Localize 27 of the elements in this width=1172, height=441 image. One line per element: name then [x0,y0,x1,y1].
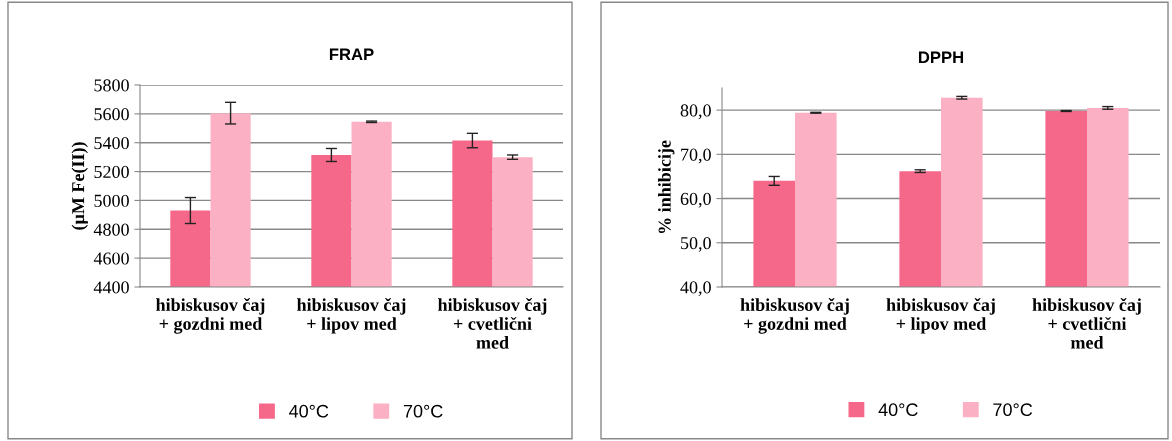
y-tick-label: 4400 [93,281,129,294]
y-tick-label: 5400 [94,136,129,150]
x-tick-label: hibiskusov čaj + lipov med [297,298,406,334]
legend-label: 70°C [403,404,443,418]
y-tick-label: 4800 [93,223,129,236]
x-tick-label: hibiskusov čaj + gozdni med [156,298,265,334]
y-tick-label: 5800 [94,79,129,92]
y-tick-label: 5000 [94,194,129,207]
chart-title: FRAP [329,48,374,60]
y-tick-label: 4600 [93,252,129,265]
y-tick-label: 5200 [94,165,129,179]
y-axis-title: (µM Fe(II)) [71,142,88,230]
x-tick-label: hibiskusov čaj + cvetlični med [438,298,547,349]
x-tick-label: hibiskusov čaj + lipov med [886,298,995,334]
y-tick-label: 70,0 [681,148,711,164]
y-tick-label: 5600 [94,108,129,121]
y-tick-label: 80,0 [680,104,711,120]
chart-title: DPPH [918,51,964,63]
legend-label: 70°C [993,403,1033,417]
y-tick-label: 50,0 [681,237,711,252]
legend-label: 40°C [878,403,918,417]
x-tick-label: hibiskusov čaj + cvetlični med [1032,298,1141,349]
y-axis-title: % inhibicije [658,140,675,234]
legend-label: 40°C [289,404,329,418]
y-tick-label: 40,0 [680,281,711,297]
x-tick-label: hibiskusov čaj + gozdni med [740,298,849,334]
y-tick-label: 60,0 [680,192,711,208]
